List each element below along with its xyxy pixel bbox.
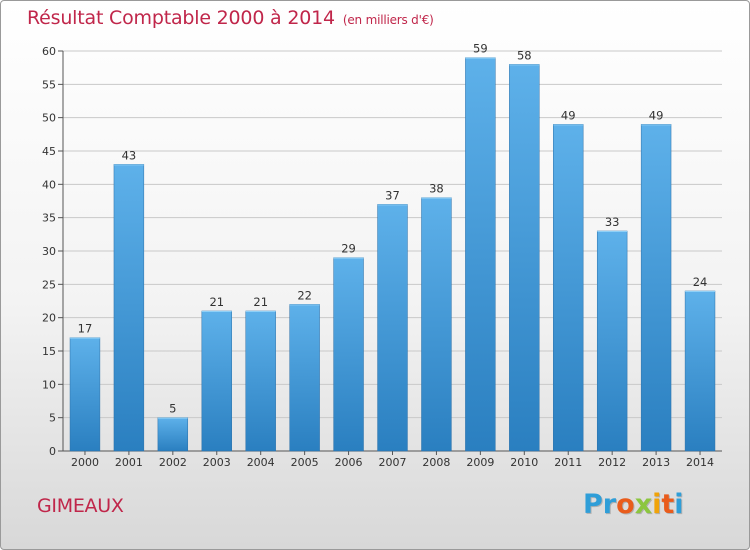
bar: [289, 304, 320, 452]
bar-value-label: 22: [297, 288, 312, 302]
bar-value-label: 17: [78, 322, 93, 336]
bar: [684, 290, 716, 452]
bar-value-label: 24: [693, 275, 708, 289]
bar: [333, 257, 364, 452]
x-tick-label: 2008: [422, 456, 450, 469]
commune-name: GIMEAUX: [37, 495, 124, 517]
x-tick-label: 2006: [335, 456, 363, 469]
bar-value-label: 5: [169, 402, 176, 416]
logo-letter: t: [661, 489, 675, 520]
chart-title: Résultat Comptable 2000 à 2014 (en millie…: [27, 7, 434, 29]
y-tick-label: 55: [42, 78, 56, 91]
y-tick-label: 0: [49, 445, 56, 458]
bar-value-label: 21: [209, 295, 224, 309]
y-tick-label: 15: [42, 345, 56, 358]
bar-value-label: 49: [561, 108, 576, 122]
y-tick-label: 40: [42, 178, 56, 191]
x-tick-label: 2010: [510, 456, 538, 469]
chart-title-text: Résultat Comptable 2000 à 2014: [27, 7, 335, 29]
bar: [377, 204, 408, 452]
bar: [553, 124, 584, 452]
x-tick-label: 2009: [466, 456, 494, 469]
bar: [596, 230, 628, 452]
y-tick-label: 45: [42, 145, 56, 158]
proxiti-logo: Proxiti: [583, 489, 684, 520]
y-tick-label: 35: [42, 212, 56, 225]
bar-value-label: 38: [429, 182, 444, 196]
y-tick-label: 25: [42, 278, 56, 291]
y-tick-label: 60: [42, 45, 56, 58]
bar: [509, 64, 540, 452]
y-tick-label: 20: [42, 312, 56, 325]
bar: [157, 417, 189, 452]
bar: [113, 164, 145, 452]
bar-value-label: 43: [122, 148, 137, 162]
x-tick-label: 2011: [554, 456, 582, 469]
x-tick-label: 2007: [379, 456, 407, 469]
bar-value-label: 33: [605, 215, 620, 229]
logo-letter: P: [583, 489, 603, 520]
x-tick-label: 2013: [642, 456, 670, 469]
x-tick-label: 2002: [159, 456, 187, 469]
logo-letter: o: [616, 489, 635, 520]
bar: [421, 197, 452, 452]
logo-letter: i: [674, 489, 684, 520]
logo-letter: r: [602, 489, 617, 520]
bar-value-label: 49: [649, 108, 664, 122]
chart-unit: (en milliers d'€): [342, 13, 434, 27]
y-tick-label: 30: [42, 245, 56, 258]
x-tick-label: 2012: [598, 456, 626, 469]
y-tick-label: 50: [42, 112, 56, 125]
x-tick-label: 2014: [686, 456, 714, 469]
bars: [69, 57, 716, 452]
x-tick-label: 2003: [203, 456, 231, 469]
bar: [245, 310, 276, 452]
bar: [201, 310, 232, 452]
bar-value-label: 59: [473, 42, 488, 56]
bar: [69, 337, 101, 452]
logo-letter: x: [634, 489, 653, 520]
y-tick-label: 10: [42, 378, 56, 391]
bar: [465, 57, 496, 452]
bar-value-label: 58: [517, 48, 532, 62]
bar-value-label: 37: [385, 188, 400, 202]
x-tick-label: 2005: [291, 456, 319, 469]
x-tick-label: 2004: [247, 456, 275, 469]
bar-value-label: 29: [341, 242, 356, 256]
bar-value-label: 21: [253, 295, 268, 309]
logo-letter: i: [652, 489, 662, 520]
y-tick-label: 5: [49, 412, 56, 425]
labels: 0 5 10 15 20 25 30 35 40 45 50 55 60 17 2000 43 2001 5 200…: [42, 42, 714, 469]
x-tick-label: 2000: [71, 456, 99, 469]
bar: [640, 124, 672, 452]
x-tick-label: 2001: [115, 456, 143, 469]
